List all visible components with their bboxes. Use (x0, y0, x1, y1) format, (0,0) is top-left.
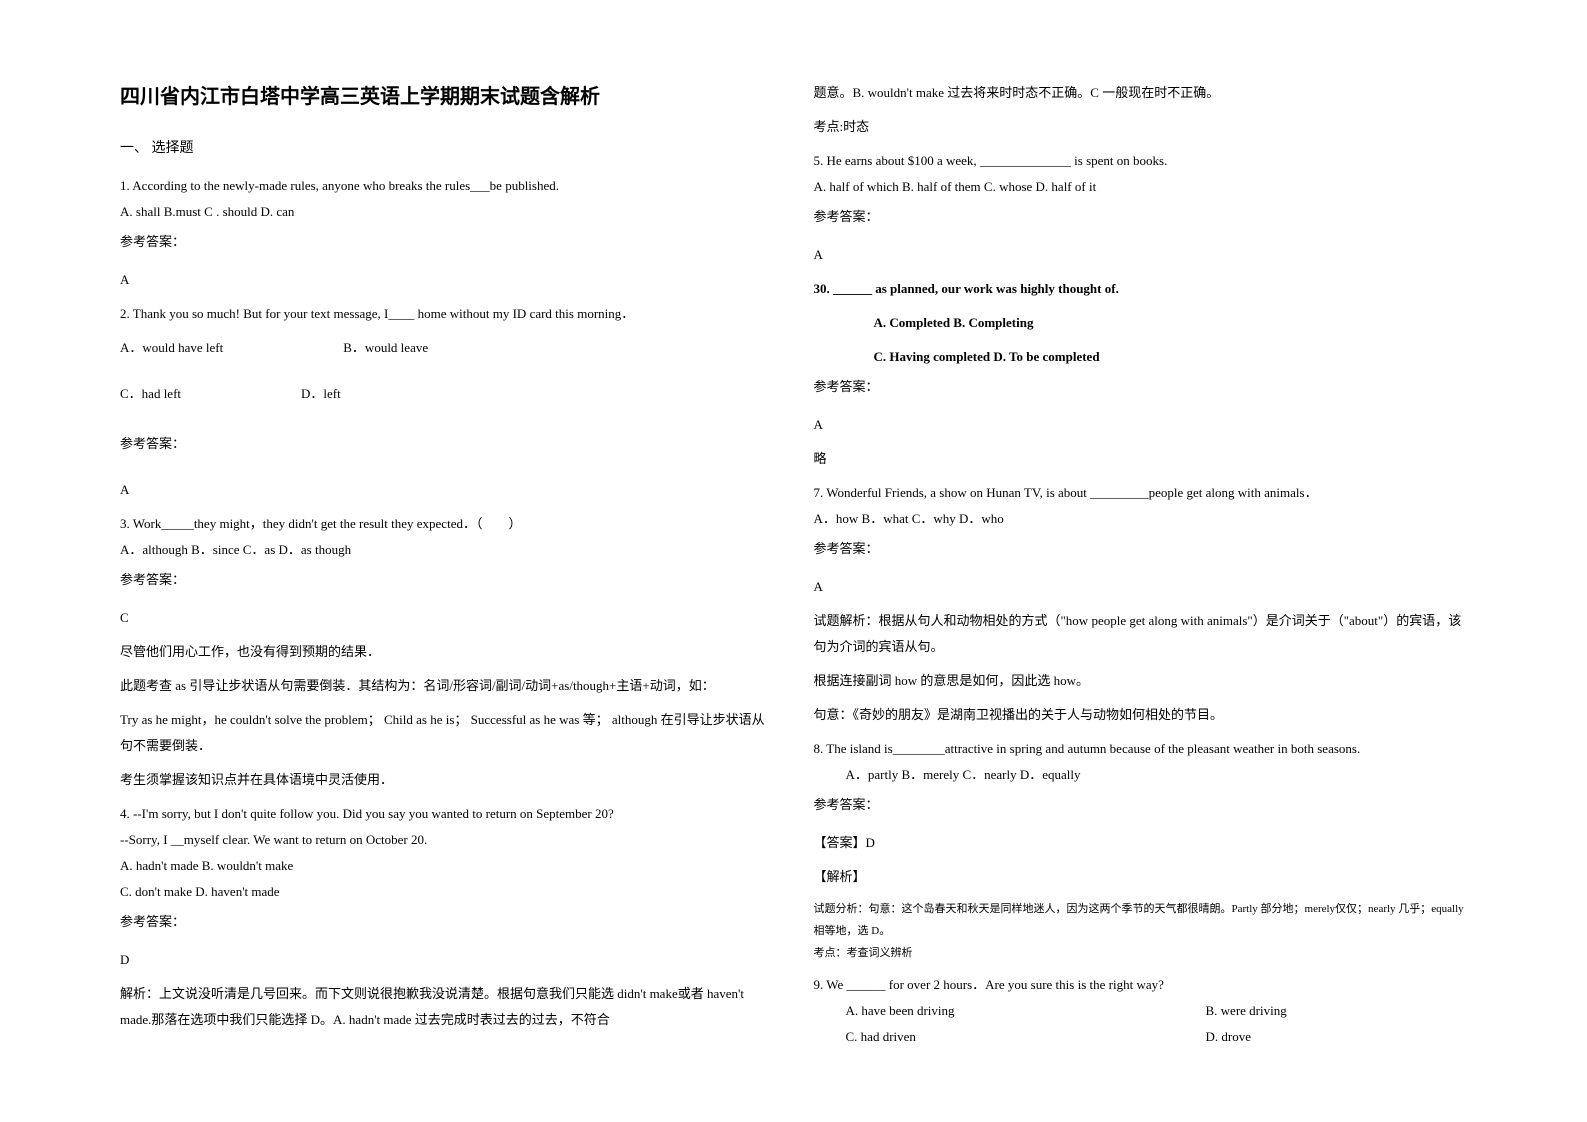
answer-text: A (120, 477, 774, 503)
explanation-cont: 题意。B. wouldn't make 过去将来时时态不正确。C 一般现在时不正… (814, 80, 1468, 106)
explanation: 考点：考查词义辨析 (814, 942, 1468, 964)
option-d: D．left (301, 381, 341, 407)
question-text: 30. ______ as planned, our work was high… (814, 276, 1468, 302)
answer-text: A (120, 267, 774, 293)
question-text: 4. --I'm sorry, but I don't quite follow… (120, 801, 774, 827)
question-8: 8. The island is________attractive in sp… (814, 736, 1468, 964)
question-4: 4. --I'm sorry, but I don't quite follow… (120, 801, 774, 1033)
answer-text: D (120, 947, 774, 973)
options-row: C．had left D．left (120, 381, 774, 407)
question-options: C. Having completed D. To be completed (814, 344, 1468, 370)
explanation: 句意：《奇妙的朋友》是湖南卫视播出的关于人与动物如何相处的节目。 (814, 702, 1468, 728)
question-1: 1. According to the newly-made rules, an… (120, 173, 774, 293)
question-text: 5. He earns about $100 a week, _________… (814, 148, 1468, 174)
explanation-cont: 考点:时态 (814, 114, 1468, 140)
question-text: 1. According to the newly-made rules, an… (120, 173, 774, 199)
options-row: A．would have left B．would leave (120, 335, 774, 361)
question-options: A．although B．since C．as D．as though (120, 537, 774, 563)
question-7: 7. Wonderful Friends, a show on Hunan TV… (814, 480, 1468, 728)
question-text: 3. Work_____they might，they didn't get t… (120, 511, 774, 537)
answer-label: 参考答案： (814, 536, 1468, 562)
explanation: 此题考查 as 引导让步状语从句需要倒装．其结构为：名词/形容词/副词/动词+a… (120, 673, 774, 699)
right-column: 题意。B. wouldn't make 过去将来时时态不正确。C 一般现在时不正… (794, 80, 1488, 1082)
section-heading: 一、 选择题 (120, 137, 774, 157)
question-2: 2. Thank you so much! But for your text … (120, 301, 774, 503)
question-3: 3. Work_____they might，they didn't get t… (120, 511, 774, 793)
question-options: A．partly B．merely C．nearly D．equally (814, 762, 1468, 788)
option-a: A．would have left (120, 335, 223, 361)
explanation: Try as he might，he couldn't solve the pr… (120, 707, 774, 759)
question-text: --Sorry, I __myself clear. We want to re… (120, 827, 774, 853)
answer-text: A (814, 412, 1468, 438)
answer-label: 参考答案： (120, 909, 774, 935)
option-d: D. drove (1206, 1024, 1252, 1050)
question-options: A. hadn't made B. wouldn't make (120, 853, 774, 879)
left-column: 四川省内江市白塔中学高三英语上学期期末试题含解析 一、 选择题 1. Accor… (100, 80, 794, 1082)
explanation: 略 (814, 446, 1468, 472)
explanation: 尽管他们用心工作，也没有得到预期的结果． (120, 639, 774, 665)
question-options: C. don't make D. haven't made (120, 879, 774, 905)
option-c: C．had left (120, 381, 181, 407)
option-b: B．would leave (343, 335, 428, 361)
explanation: 试题解析：根据从句人和动物相处的方式（"how people get along… (814, 608, 1468, 660)
page-title: 四川省内江市白塔中学高三英语上学期期末试题含解析 (120, 80, 774, 109)
options-row: A. have been driving B. were driving (814, 998, 1468, 1024)
answer-text: A (814, 242, 1468, 268)
explanation: 试题分析：句意：这个岛春天和秋天是同样地迷人，因为这两个季节的天气都很晴朗。Pa… (814, 898, 1468, 942)
question-text: 8. The island is________attractive in sp… (814, 736, 1468, 762)
explanation: 解析：上文说没听清是几号回来。而下文则说很抱歉我没说清楚。根据句意我们只能选 d… (120, 981, 774, 1033)
options-row: C. had driven D. drove (814, 1024, 1468, 1050)
option-b: B. were driving (1206, 998, 1287, 1024)
question-options: A. shall B.must C . should D. can (120, 199, 774, 225)
answer-label: 参考答案： (814, 204, 1468, 230)
question-options: A. Completed B. Completing (814, 310, 1468, 336)
answer-label: 参考答案： (120, 431, 774, 457)
question-text: 7. Wonderful Friends, a show on Hunan TV… (814, 480, 1468, 506)
question-options: A. half of which B. half of them C. whos… (814, 174, 1468, 200)
answer-label: 参考答案： (120, 567, 774, 593)
explanation: 根据连接副词 how 的意思是如何，因此选 how。 (814, 668, 1468, 694)
question-30: 30. ______ as planned, our work was high… (814, 276, 1468, 472)
option-a: A. have been driving (846, 998, 1206, 1024)
option-c: C. had driven (846, 1024, 1206, 1050)
explanation: 考生须掌握该知识点并在具体语境中灵活使用． (120, 767, 774, 793)
question-options: A．how B．what C．why D．who (814, 506, 1468, 532)
answer-text: A (814, 574, 1468, 600)
answer-text: C (120, 605, 774, 631)
question-5: 5. He earns about $100 a week, _________… (814, 148, 1468, 268)
question-text: 2. Thank you so much! But for your text … (120, 301, 774, 327)
answer-label: 参考答案： (120, 229, 774, 255)
answer-label: 参考答案： (814, 374, 1468, 400)
answer-label: 参考答案： (814, 792, 1468, 818)
answer-line: 【答案】D (814, 830, 1468, 856)
question-9: 9. We ______ for over 2 hours．Are you su… (814, 972, 1468, 1050)
question-text: 9. We ______ for over 2 hours．Are you su… (814, 972, 1468, 998)
explanation-label: 【解析】 (814, 864, 1468, 890)
